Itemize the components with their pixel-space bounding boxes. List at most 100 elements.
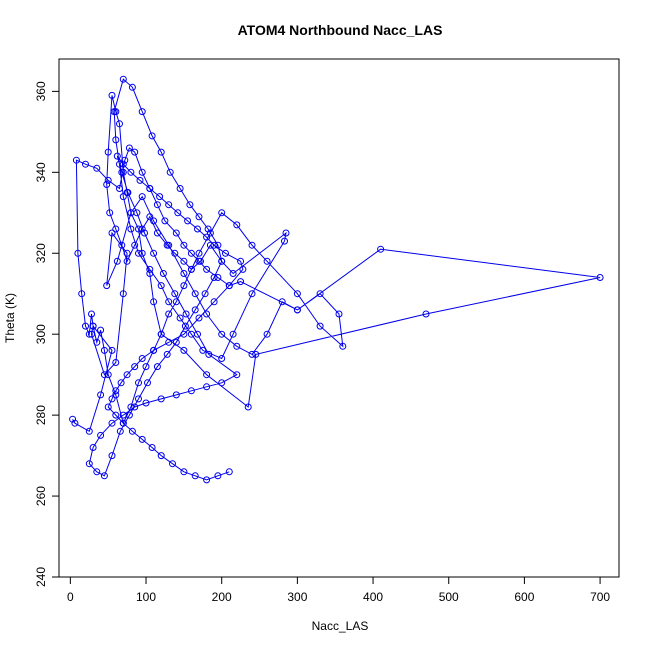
data-point [146,265,154,273]
data-point [282,229,290,237]
data-point [205,350,213,358]
data-point [104,371,112,379]
data-point [194,330,201,338]
data-point [180,241,188,249]
data-point [180,282,188,290]
y-axis: 240 260 280 300 320 340 360 [34,81,60,587]
data-point [203,265,211,273]
data-point [127,168,135,176]
data-point [138,435,146,443]
y-tick-label: 360 [34,81,48,101]
data-point [118,241,126,249]
data-point [106,209,114,217]
data-point [237,257,245,265]
data-point [157,330,165,338]
data-point [210,274,218,281]
data-point [210,298,218,306]
data-point [176,314,184,322]
data-point [263,330,271,338]
data-point [237,278,245,286]
data-point [119,160,127,168]
data-point [171,290,179,298]
data-point [93,338,101,346]
data-point [88,310,95,318]
data-point [112,387,120,395]
data-point [128,427,136,435]
data-point [150,298,158,306]
data-point [146,185,154,192]
data-point [171,249,179,257]
data-point [233,221,241,229]
data-point [316,290,324,298]
data-point [206,229,214,237]
data-point [118,168,126,176]
data-point [112,136,120,144]
chart-title: ATOM4 Northbound Nacc_LAS [238,22,443,38]
data-point [103,282,111,290]
data-point [180,270,188,277]
data-point [131,363,139,371]
data-point [135,249,142,257]
data-point [180,346,188,354]
data-point [127,403,135,411]
data-point [69,415,77,423]
data-point [150,217,158,225]
y-tick-label: 300 [34,324,48,344]
data-point [222,249,229,257]
data-point [142,363,150,371]
data-point [165,310,173,318]
data-point [233,371,241,379]
data-point [180,468,188,476]
data-point [157,395,165,403]
data-point [159,270,167,277]
data-point [117,379,125,387]
data-point [248,290,256,298]
data-point [153,229,161,237]
data-point [150,346,158,354]
data-point [225,468,233,476]
data-point [108,395,116,403]
y-tick-label: 240 [34,567,48,587]
data-point [71,419,79,427]
data-point [229,330,237,338]
data-point [125,144,133,152]
data-point [108,346,116,354]
data-point [199,346,207,354]
data-point [146,213,154,221]
data-point [89,322,97,330]
data-point [218,379,226,387]
data-point [119,75,127,83]
y-tick-label: 280 [34,405,48,425]
data-point [218,355,226,362]
data-point [182,310,190,318]
series-points [69,75,604,484]
data-point [156,193,164,201]
data-point [141,229,148,237]
data-point [176,185,184,192]
x-tick-label: 500 [439,590,459,604]
x-axis: 0 100 200 300 400 500 600 700 [67,576,610,604]
data-point [104,148,112,156]
data-point [278,298,286,306]
y-tick-label: 320 [34,243,48,263]
data-point [112,411,120,419]
data-point [131,148,139,156]
data-point [127,225,135,233]
data-point [72,156,80,164]
data-point [214,274,222,281]
data-point [119,193,127,201]
data-point [197,257,204,265]
data-point [116,120,123,128]
data-point [136,176,144,184]
data-point [172,338,180,346]
data-point [180,330,188,338]
data-point [116,160,123,168]
data-point [596,274,604,281]
data-point [138,355,146,362]
data-point [195,213,203,221]
data-point [263,257,271,265]
data-point [74,249,82,257]
data-point [110,108,118,116]
data-point [161,217,169,225]
data-point [85,427,93,435]
